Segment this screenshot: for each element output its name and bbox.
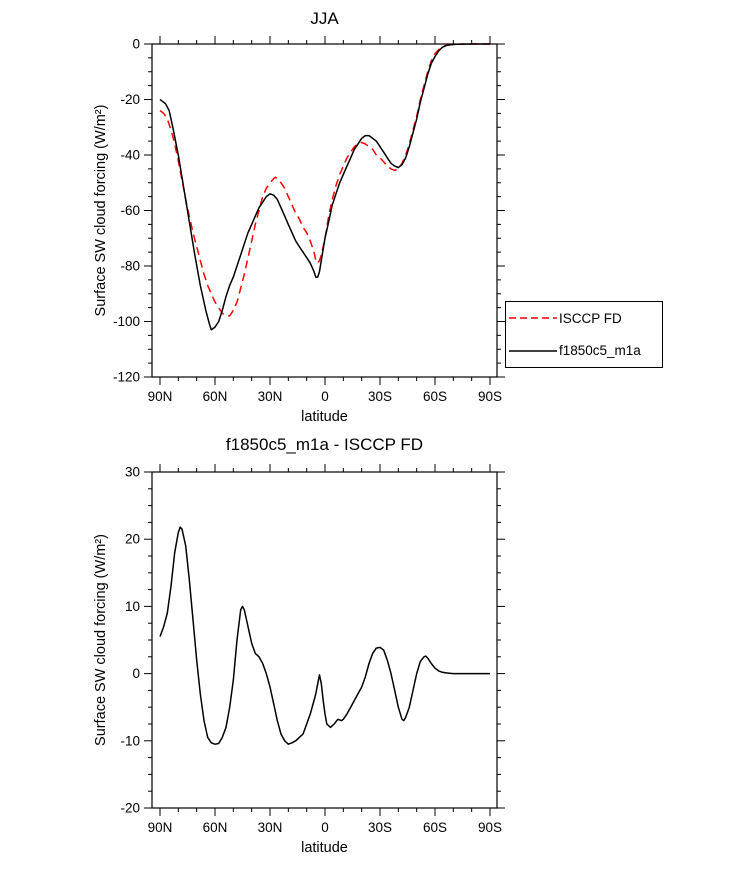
y-tick-label: 10 — [125, 599, 140, 614]
y-axis-label: Surface SW cloud forcing (W/m²) — [93, 534, 109, 746]
x-tick-label: 90S — [478, 820, 502, 835]
y-tick-label: -100 — [113, 314, 140, 329]
y-tick-label: 0 — [132, 666, 140, 681]
y-tick-label: -120 — [113, 370, 140, 385]
legend-label-isccp-fd: ISCCP FD — [559, 310, 622, 326]
y-tick-label: -60 — [120, 203, 140, 218]
legend-item-isccp-fd: ISCCP FD — [506, 302, 662, 334]
x-axis-label: latitude — [301, 840, 348, 856]
y-tick-label: -80 — [120, 259, 140, 274]
y-tick-label: 0 — [132, 37, 140, 52]
y-tick-label: -40 — [120, 148, 140, 163]
legend-item-f1850c5-m1a: f1850c5_m1a — [506, 335, 662, 367]
plot-frame — [151, 43, 498, 378]
x-tick-label: 60S — [423, 820, 447, 835]
x-tick-label: 60N — [203, 820, 228, 835]
x-tick-label: 30N — [258, 389, 283, 404]
x-tick-label: 0 — [321, 389, 329, 404]
jja-chart: 90N 60N 30N 0 30S 60S 90S 0 -20 -40 -60 -80 -100 -120… — [93, 9, 505, 425]
y-axis-label: Surface SW cloud forcing (W/m²) — [93, 105, 109, 317]
legend-label-f1850c5-m1a: f1850c5_m1a — [559, 343, 641, 359]
x-tick-label: 30S — [368, 820, 392, 835]
x-tick-label: 0 — [321, 820, 329, 835]
y-tick-label: 20 — [125, 532, 140, 547]
legend-box: ISCCP FD f1850c5_m1a — [505, 301, 663, 368]
chart-title: JJA — [310, 9, 339, 28]
x-tick-label: 30N — [258, 820, 283, 835]
y-tick-label: -20 — [120, 92, 140, 107]
series-isccp-fd — [159, 43, 490, 317]
series-f1850c5-m1a — [159, 43, 490, 331]
series-difference — [159, 526, 490, 745]
chart-title: f1850c5_m1a - ISCCP FD — [226, 435, 423, 454]
difference-chart: 90N 60N 30N 0 30S 60S 90S 30 20 10 0 -10 -20 f1850c5_… — [93, 435, 505, 856]
y-tick-label: 30 — [125, 465, 140, 480]
x-tick-label: 90N — [148, 820, 173, 835]
legend-line-sample-f1850c5-m1a — [509, 349, 557, 352]
x-tick-label: 60S — [423, 389, 447, 404]
legend-line-sample-isccp-fd — [509, 317, 557, 320]
x-tick-label: 30S — [368, 389, 392, 404]
y-tick-label: -20 — [120, 801, 140, 816]
x-tick-label: 90S — [478, 389, 502, 404]
plot-frame — [151, 471, 498, 809]
x-axis-label: latitude — [301, 409, 348, 425]
y-tick-label: -10 — [120, 733, 140, 748]
x-tick-label: 90N — [148, 389, 173, 404]
x-tick-label: 60N — [203, 389, 228, 404]
